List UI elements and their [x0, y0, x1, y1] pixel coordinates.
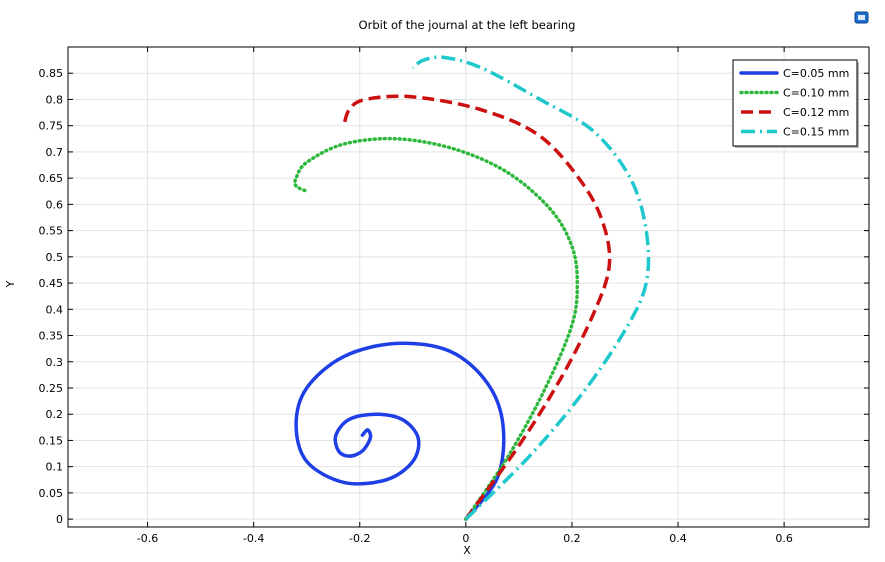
x-tick-label: 0.6 — [775, 532, 793, 545]
legend-label: C=0.10 mm — [783, 87, 849, 100]
y-tick-label: 0.45 — [39, 277, 64, 290]
y-tick-label: 0.15 — [39, 434, 64, 447]
legend: C=0.05 mm C=0.10 mm C=0.12 mm C=0.15 mm — [732, 59, 859, 148]
y-tick-label: 0.35 — [39, 330, 64, 343]
x-tick-label: 0.4 — [669, 532, 687, 545]
y-tick-label: 0.65 — [39, 172, 64, 185]
x-axis: -0.6 -0.4 -0.2 0 0.2 0.4 0.6 — [137, 47, 793, 545]
y-tick-label: 0.3 — [46, 356, 64, 369]
chart-title: Orbit of the journal at the left bearing — [359, 18, 576, 32]
y-tick-label: 0.8 — [46, 93, 64, 106]
legend-label: C=0.05 mm — [783, 67, 849, 80]
x-axis-title: X — [463, 544, 471, 557]
y-axis: 0 0.05 0.1 0.15 0.2 0.25 0.3 0.35 0.4 0.45 0.5 0.55… — [39, 67, 869, 526]
series-line-4 — [411, 55, 651, 521]
series-layer — [293, 55, 651, 521]
y-tick-label: 0.6 — [46, 198, 64, 211]
y-tick-label: 0 — [56, 513, 63, 526]
x-tick-label: 0.2 — [563, 532, 581, 545]
series-line-2 — [293, 136, 579, 521]
y-tick-label: 0.7 — [46, 146, 64, 159]
y-tick-label: 0.5 — [46, 251, 64, 264]
y-tick-label: 0.25 — [39, 382, 64, 395]
x-tick-label: -0.2 — [349, 532, 370, 545]
x-tick-label: 0 — [462, 532, 469, 545]
y-tick-label: 0.75 — [39, 120, 64, 133]
plot-area — [67, 46, 870, 528]
y-tick-label: 0.4 — [46, 303, 64, 316]
y-tick-label: 0.2 — [46, 408, 64, 421]
x-tick-label: -0.4 — [243, 532, 264, 545]
series-line-3 — [342, 94, 612, 521]
y-tick-label: 0.1 — [46, 461, 64, 474]
legend-label: C=0.12 mm — [783, 106, 849, 119]
x-tick-label: -0.6 — [137, 532, 158, 545]
y-axis-title: Y — [4, 280, 17, 288]
series-line-1 — [294, 341, 506, 521]
export-image-icon[interactable] — [854, 11, 869, 24]
y-tick-label: 0.55 — [39, 225, 64, 238]
legend-label: C=0.15 mm — [783, 126, 849, 139]
y-tick-label: 0.05 — [39, 487, 64, 500]
y-tick-label: 0.85 — [39, 67, 64, 80]
